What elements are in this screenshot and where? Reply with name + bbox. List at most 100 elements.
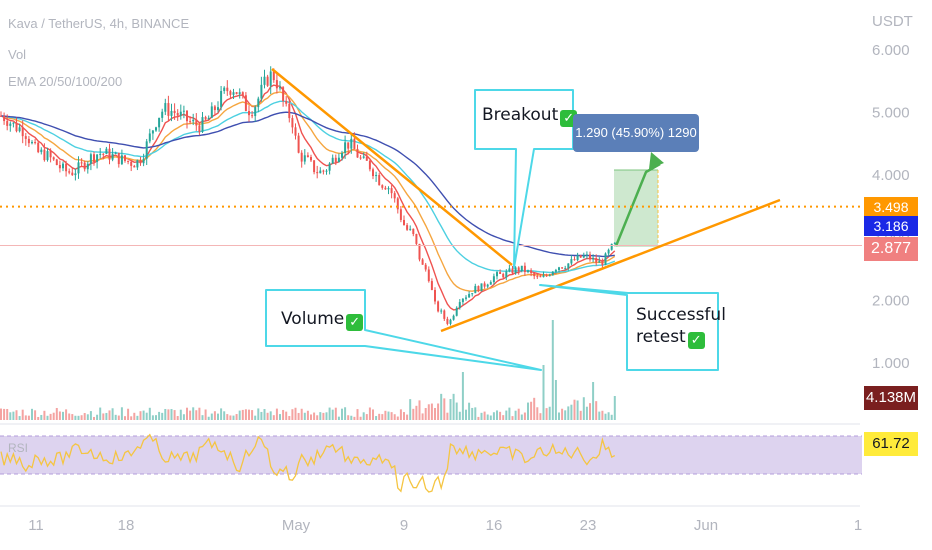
symbol-title: Kava / TetherUS, 4h, BINANCE — [8, 16, 190, 31]
candle-body — [434, 289, 436, 302]
volume-bar — [415, 405, 418, 420]
candle-body — [579, 255, 582, 258]
volume-bar — [9, 412, 12, 420]
volume-bar — [613, 396, 616, 420]
volume-bar — [381, 414, 384, 420]
candle-body — [378, 175, 381, 186]
volume-bar — [260, 411, 263, 420]
volume-bar — [558, 412, 560, 420]
candle-body — [465, 297, 467, 299]
candle-body — [446, 318, 449, 324]
volume-bar — [89, 411, 92, 420]
candle-body — [275, 80, 278, 89]
volume-bar — [170, 409, 173, 420]
candle-body — [77, 162, 80, 174]
volume-bar — [530, 401, 533, 420]
volume-bar — [375, 416, 378, 420]
candle-body — [124, 155, 126, 161]
volume-bar — [235, 414, 238, 420]
candle-body — [285, 100, 288, 104]
volume-bar — [424, 408, 427, 420]
volume-bar — [359, 416, 362, 420]
ema-legend: EMA 20/50/100/200 — [8, 74, 123, 89]
volume-bar — [589, 403, 591, 420]
volume-bar — [502, 415, 505, 420]
volume-bar — [114, 414, 117, 420]
candle-body — [551, 271, 554, 276]
candle-body — [595, 258, 598, 263]
volume-bar — [471, 407, 474, 420]
candle-body — [15, 122, 18, 132]
volume-bar — [393, 414, 396, 420]
volume-bar — [179, 409, 182, 420]
volume-bar — [300, 408, 303, 420]
candle-body — [223, 87, 226, 91]
volume-bar — [306, 410, 309, 420]
volume-bar — [204, 409, 207, 420]
volume-bar — [96, 414, 99, 420]
volume-bar — [241, 409, 244, 420]
candle-body — [210, 106, 213, 118]
candle-body — [114, 152, 117, 154]
volume-bar — [328, 407, 331, 420]
volume-bar — [573, 399, 576, 420]
candle-body — [291, 118, 294, 128]
volume-bar — [486, 414, 489, 420]
volume-bar — [567, 406, 570, 420]
candle-body — [409, 228, 412, 230]
candle-body — [517, 267, 520, 272]
candle-body — [248, 110, 250, 116]
candle-body — [186, 110, 188, 122]
rsi-value-badge: 61.72 — [864, 432, 918, 456]
candle-body — [527, 270, 529, 272]
candle-body — [458, 302, 461, 308]
candle-body — [570, 259, 573, 264]
candle-body — [201, 117, 204, 132]
volume-bar — [551, 320, 554, 420]
candle-body — [415, 234, 418, 244]
price-tick-label: 4.000 — [872, 167, 910, 184]
volume-bar — [508, 407, 511, 420]
candle-body — [46, 151, 49, 161]
candle-body — [300, 152, 303, 162]
candle-body — [573, 259, 576, 261]
candle-body — [151, 130, 154, 134]
volume-bar — [331, 409, 334, 420]
retest-label: Successful retest ✓ — [636, 305, 726, 349]
candle-body — [337, 157, 340, 163]
volume-bar — [43, 410, 46, 420]
candle-body — [213, 106, 216, 111]
candle-body — [43, 149, 46, 161]
volume-bar — [173, 410, 176, 420]
volume-bar — [269, 411, 272, 420]
candle-body — [412, 228, 415, 235]
candle-body — [83, 162, 86, 170]
date-tick-label: 16 — [486, 517, 503, 534]
candle-body — [198, 125, 201, 132]
candle-body — [310, 157, 312, 161]
retest-callout — [539, 284, 719, 371]
volume-bar — [533, 397, 536, 420]
volume-bar — [610, 414, 613, 420]
candle-body — [328, 163, 331, 171]
candle-body — [27, 138, 30, 144]
volume-bar — [316, 415, 319, 420]
volume-bar — [3, 408, 6, 420]
candle-body — [254, 107, 257, 117]
volume-bar — [124, 416, 126, 420]
candle-body — [217, 107, 219, 111]
candle-body — [189, 121, 192, 123]
candle-body — [226, 87, 229, 92]
candle-body — [86, 163, 89, 170]
volume-bar — [440, 393, 443, 420]
descending-trendline — [271, 68, 513, 266]
volume-bar — [127, 408, 130, 420]
candle-body — [325, 170, 328, 172]
candle-body — [496, 272, 498, 277]
checkmark-icon: ✓ — [560, 110, 578, 127]
date-tick-label: 11 — [28, 517, 44, 534]
volume-bar — [368, 407, 371, 420]
candle-body — [93, 154, 95, 162]
